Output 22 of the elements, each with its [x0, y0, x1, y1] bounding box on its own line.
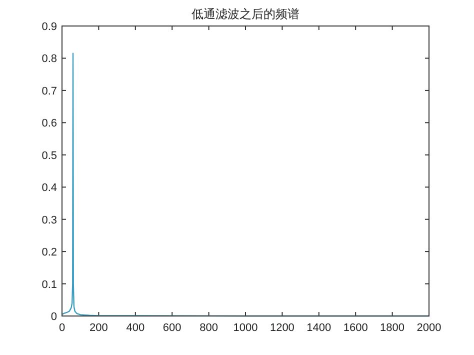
y-tick-label: 0.9 [42, 21, 57, 33]
y-tick-label: 0.7 [42, 85, 57, 98]
y-tick-label: 0 [50, 311, 57, 323]
x-tick-label: 1200 [270, 322, 294, 334]
x-tick-label: 200 [90, 322, 108, 334]
x-tick-label: 1400 [306, 322, 332, 334]
y-tick-label: 0.2 [42, 246, 57, 259]
y-tick-label: 0.6 [42, 118, 57, 130]
x-tick-label: 1800 [380, 322, 405, 334]
x-tick-label: 0 [58, 322, 66, 334]
y-tick-label: 0.8 [42, 53, 57, 66]
y-tick-label: 0.4 [42, 182, 57, 194]
x-tick-label: 1600 [343, 322, 368, 334]
y-tick-label: 0.1 [42, 278, 57, 291]
y-tick-label: 0.3 [42, 214, 57, 226]
chart-title: 低通滤波之后的频谱 [192, 7, 300, 21]
x-tick-label: 600 [162, 322, 182, 334]
y-tick-label: 0.5 [42, 150, 57, 162]
x-tick-label: 400 [126, 322, 145, 334]
x-tick-label: 2000 [416, 322, 442, 334]
x-tick-label: 1000 [233, 322, 258, 334]
x-tick-label: 800 [200, 322, 218, 334]
